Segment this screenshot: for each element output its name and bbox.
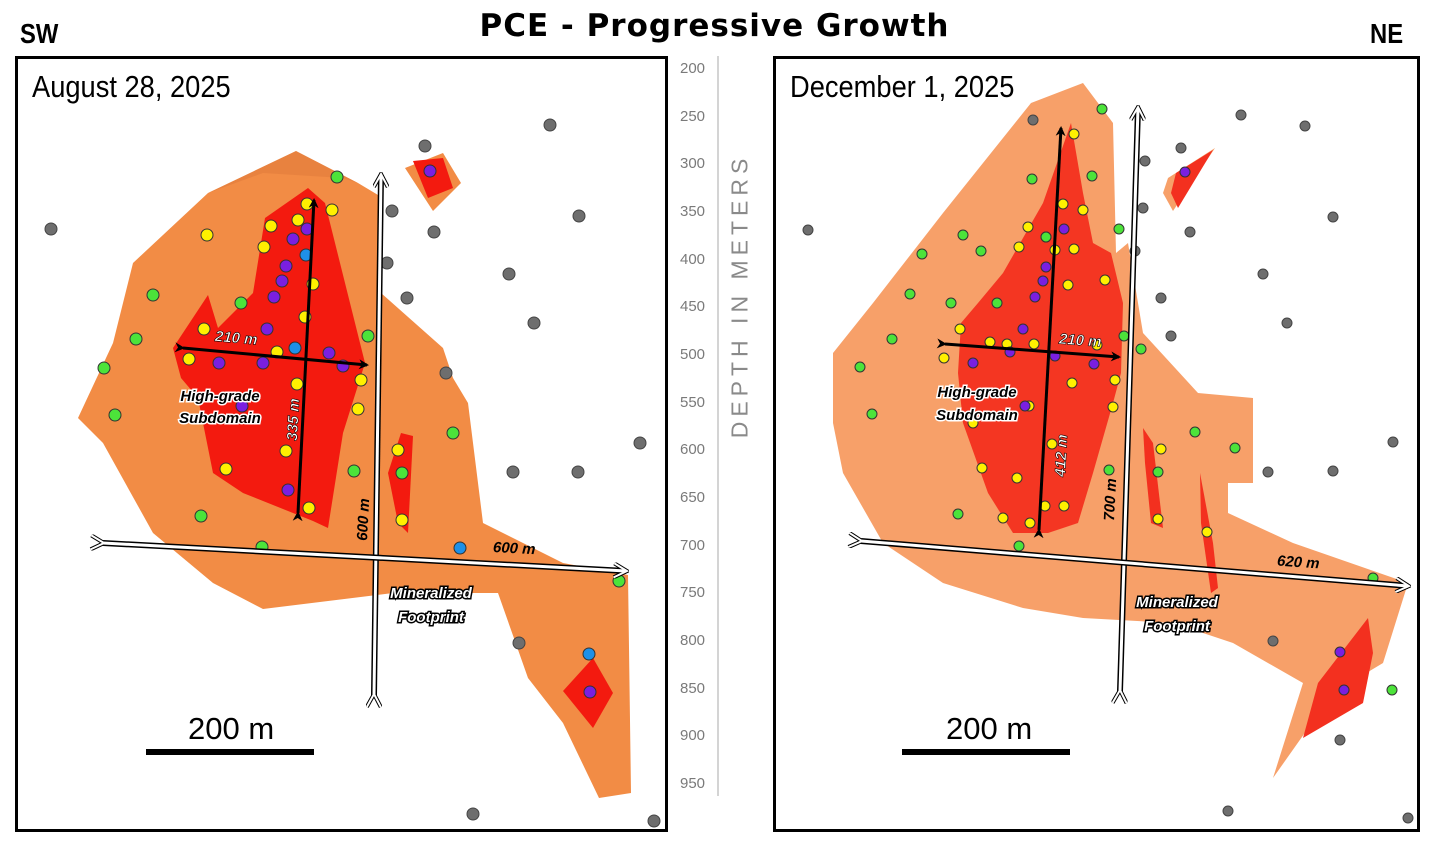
scale-bar bbox=[902, 749, 1070, 755]
footprint-height-arrow-core bbox=[372, 174, 383, 696]
footprint-label-line1: Mineralized bbox=[1136, 594, 1219, 611]
depth-tick: 650 bbox=[680, 489, 706, 506]
depth-tick: 400 bbox=[680, 251, 706, 268]
depth-tick: 500 bbox=[680, 346, 706, 363]
high-grade-label-line2: Subdomain bbox=[179, 410, 261, 427]
high-grade-height-arrow bbox=[1033, 126, 1066, 539]
depth-tick: 950 bbox=[680, 775, 706, 792]
panel-december: 210 m 412 m 700 m 620 m High-grade Subdo… bbox=[773, 56, 1420, 832]
footprint-width-arrow-core bbox=[102, 541, 627, 573]
depth-tick: 900 bbox=[680, 727, 706, 744]
section-view-december: 210 m 412 m 700 m 620 m High-grade Subdo… bbox=[802, 83, 1414, 824]
panel-date: August 28, 2025 bbox=[32, 69, 231, 104]
high-grade-label-line1: High-grade bbox=[180, 388, 259, 405]
high-grade-satellite-mid bbox=[388, 433, 413, 533]
depth-axis-line bbox=[717, 56, 719, 796]
depth-tick: 300 bbox=[680, 155, 706, 172]
high-grade-label-line2: Subdomain bbox=[936, 407, 1018, 424]
figure-title: PCE - Progressive Growth bbox=[479, 8, 950, 44]
footprint-width-arrow-core bbox=[860, 539, 1409, 588]
depth-tick: 600 bbox=[680, 441, 706, 458]
depth-tick: 750 bbox=[680, 584, 706, 601]
high-grade-satellite-top bbox=[413, 158, 453, 198]
high-grade-satellite-top bbox=[1171, 150, 1213, 208]
depth-tick: 350 bbox=[680, 203, 706, 220]
high-grade-satellite-bottom bbox=[1303, 618, 1373, 738]
scale-bar-label: 200 m bbox=[946, 711, 1033, 746]
footprint-width-label: 620 m bbox=[1276, 553, 1320, 573]
depth-tick: 250 bbox=[680, 108, 706, 125]
footprint-label-line2: Footprint bbox=[1144, 618, 1211, 635]
footprint-height-label: 700 m bbox=[1101, 478, 1120, 521]
depth-tick: 850 bbox=[680, 680, 706, 697]
depth-axis: 200 250 300 350 400 450 500 550 600 650 … bbox=[668, 56, 768, 806]
high-grade-width-label: 210 m bbox=[1057, 331, 1102, 351]
scale-bar-label: 200 m bbox=[188, 711, 275, 746]
direction-label-ne: NE bbox=[1370, 18, 1404, 49]
mineralized-footprint-shading bbox=[208, 151, 358, 193]
footprint-width-label: 600 m bbox=[493, 539, 536, 558]
high-grade-width-arrow bbox=[174, 342, 369, 370]
high-grade-label-line1: High-grade bbox=[937, 384, 1016, 401]
footprint-label-line2: Footprint bbox=[398, 609, 465, 626]
high-grade-width-arrow bbox=[936, 338, 1121, 362]
panel-august: 210 m 335 m 600 m 600 m High-grade Subdo… bbox=[15, 56, 668, 832]
high-grade-height-label: 335 m bbox=[284, 398, 303, 441]
panel-date: December 1, 2025 bbox=[790, 69, 1015, 104]
high-grade-satellite-mid-1 bbox=[1143, 428, 1163, 528]
depth-tick: 800 bbox=[680, 632, 706, 649]
high-grade-height-label: 412 m bbox=[1052, 434, 1071, 478]
scale-bar bbox=[146, 749, 314, 755]
section-view-august: 210 m 335 m 600 m 600 m High-grade Subdo… bbox=[44, 118, 661, 828]
footprint-label-line1: Mineralized bbox=[390, 585, 473, 602]
depth-tick: 200 bbox=[680, 60, 706, 77]
footprint-height-arrow-core bbox=[1118, 107, 1140, 692]
depth-tick: 450 bbox=[680, 298, 706, 315]
high-grade-width-label: 210 m bbox=[213, 328, 258, 349]
depth-tick: 700 bbox=[680, 537, 706, 554]
depth-tick: 550 bbox=[680, 394, 706, 411]
depth-axis-label: DEPTH IN METERS bbox=[726, 153, 753, 439]
direction-label-sw: SW bbox=[20, 18, 59, 49]
drill-holes-gray bbox=[44, 118, 661, 828]
footprint-height-label: 600 m bbox=[354, 498, 373, 541]
